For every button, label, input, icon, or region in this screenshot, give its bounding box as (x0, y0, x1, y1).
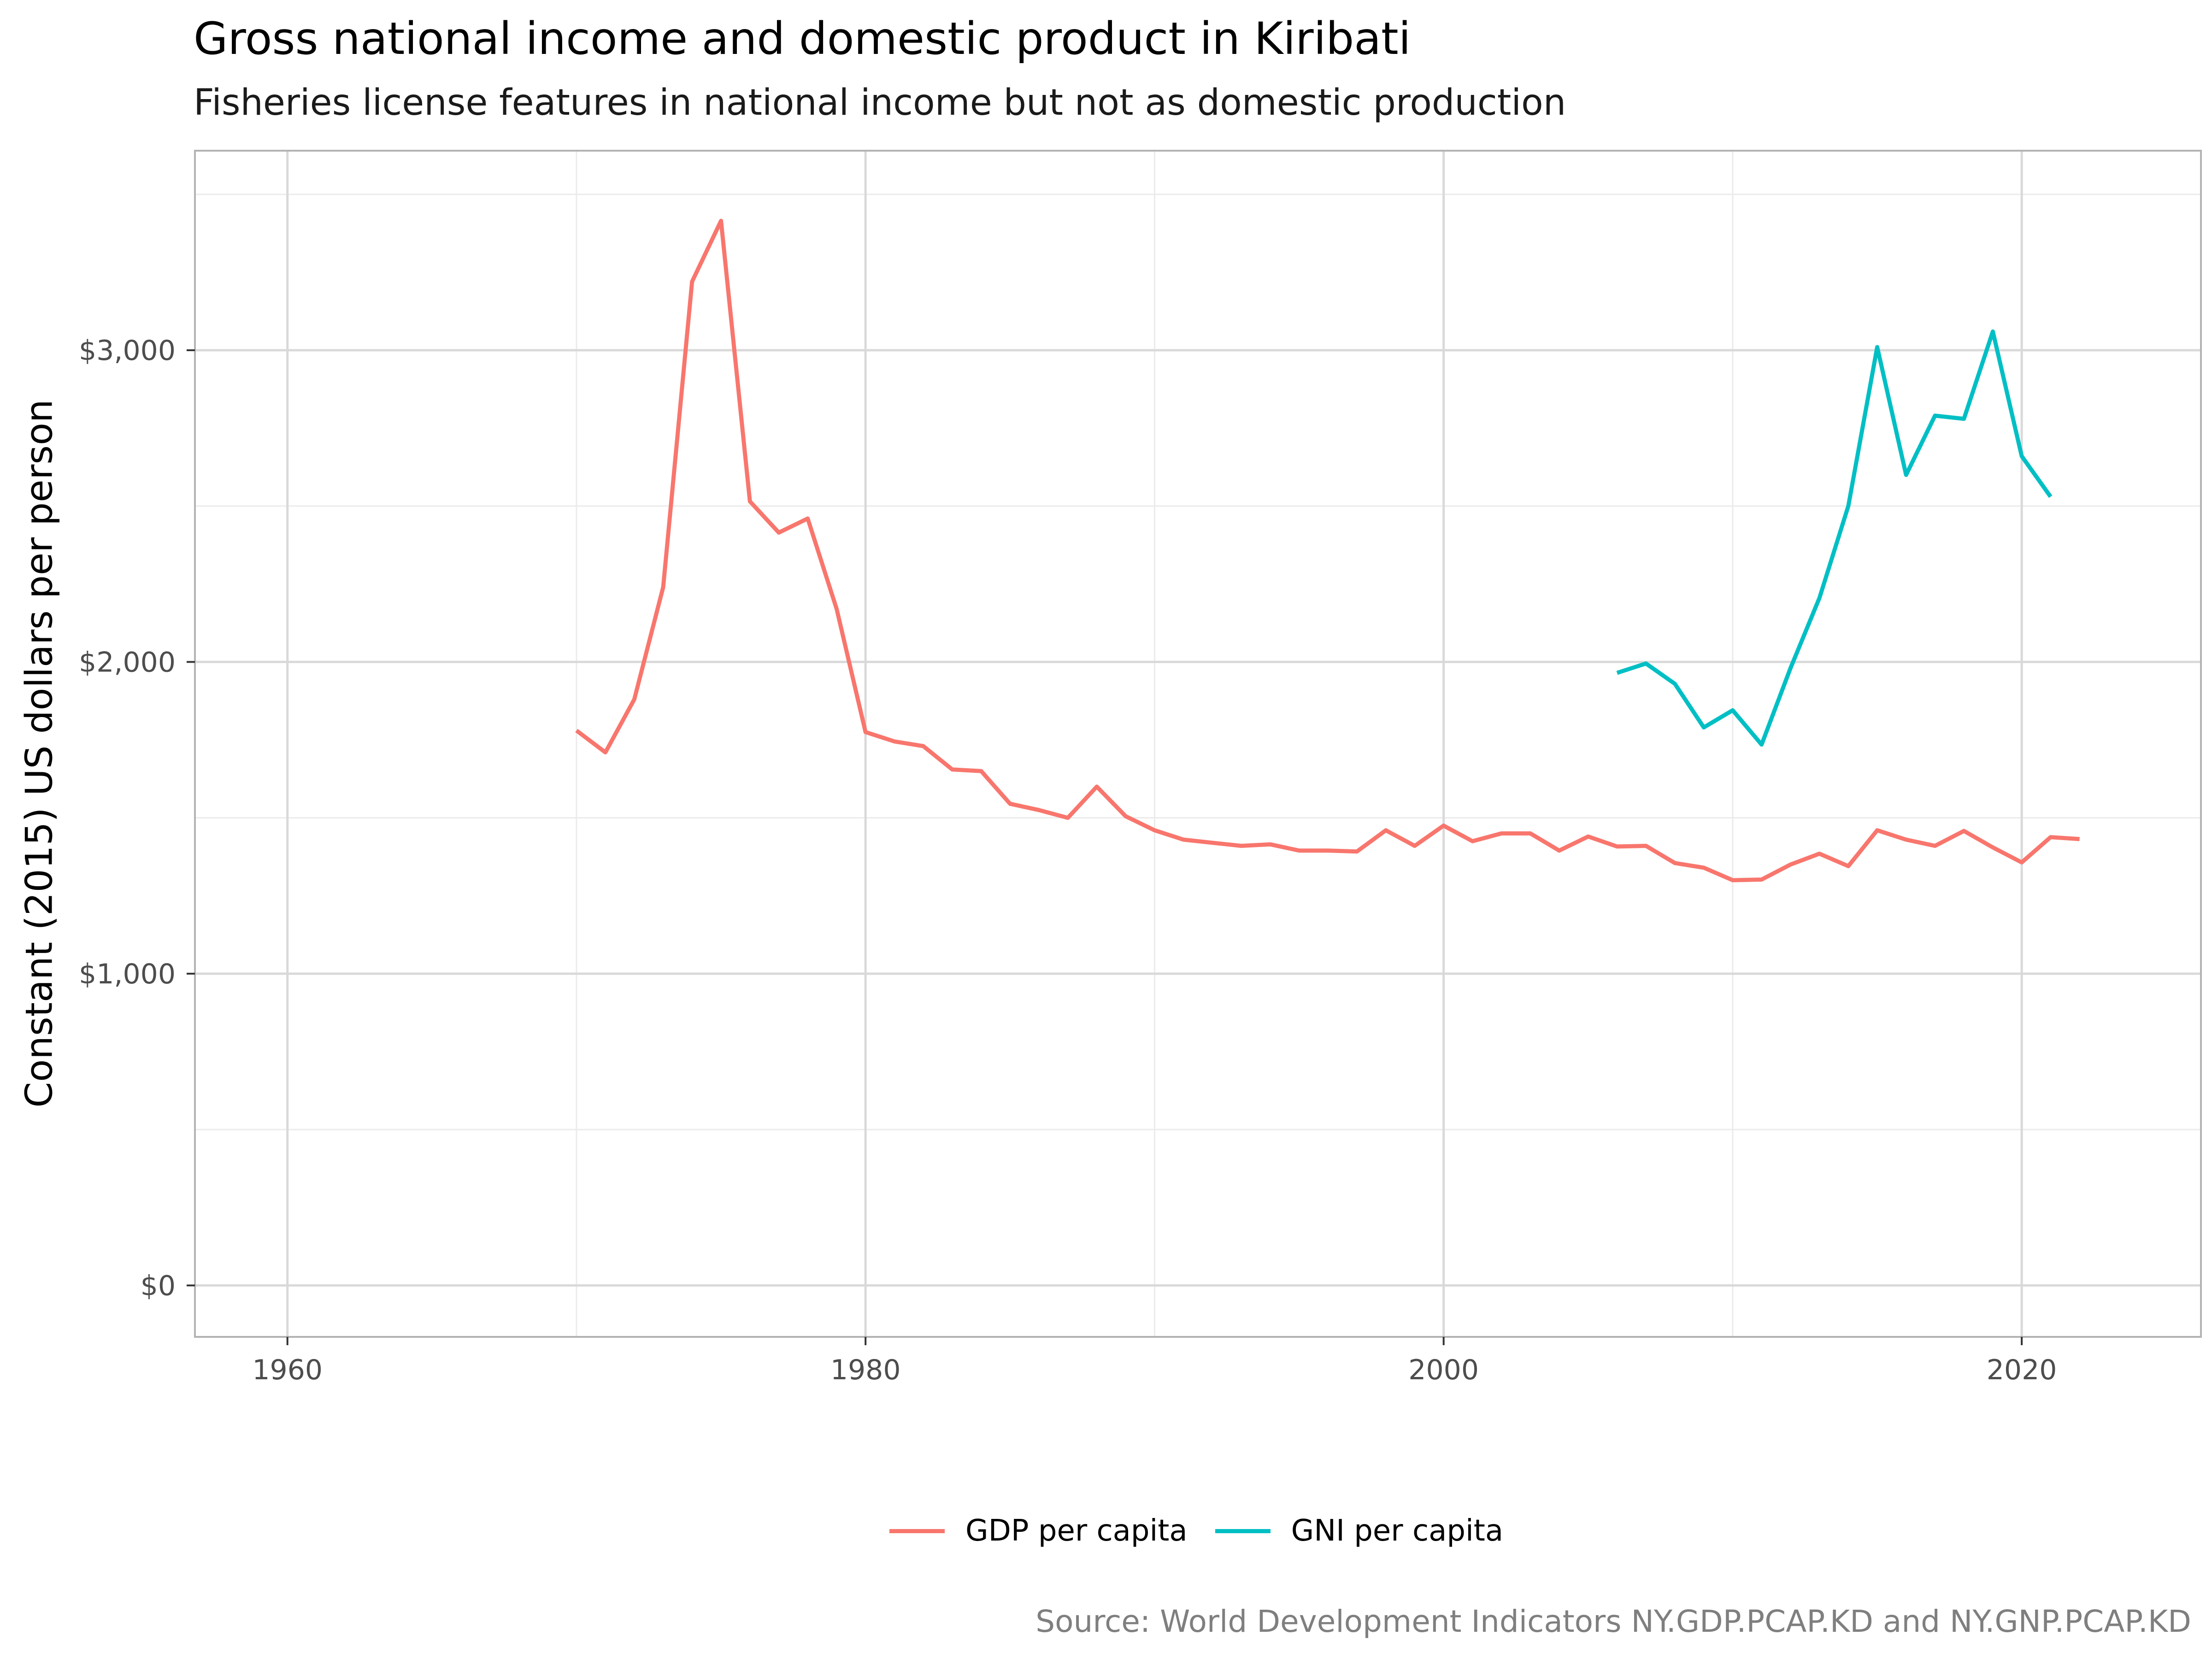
x-tick-label: 2020 (1987, 1354, 2057, 1386)
chart-subtitle: Fisheries license features in national i… (194, 82, 1566, 124)
series-line-gdp (575, 218, 2080, 882)
legend-label-gni: GNI per capita (1291, 1514, 1504, 1548)
plot-border (194, 150, 2202, 1338)
plot-background (195, 151, 2201, 1337)
y-tick-label: $2,000 (79, 646, 176, 678)
x-tick-label: 1980 (830, 1354, 901, 1386)
series-line-gni (1616, 329, 2053, 747)
legend-key-gni (1215, 1529, 1271, 1533)
source-caption: Source: World Development Indicators NY.… (1035, 1604, 2191, 1639)
y-tick-label: $0 (141, 1270, 176, 1302)
legend-key-gdp (889, 1529, 945, 1533)
legend-label-gdp: GDP per capita (965, 1514, 1188, 1548)
legend-item-gni: GNI per capita (1215, 1514, 1503, 1548)
legend-item-gdp: GDP per capita (889, 1514, 1188, 1548)
y-tick-label: $3,000 (79, 335, 176, 367)
legend: GDP per capita GNI per capita (889, 1514, 1531, 1548)
x-tick-label: 1960 (252, 1354, 323, 1386)
chart-title: Gross national income and domestic produ… (194, 13, 1411, 65)
x-tick-label: 2000 (1408, 1354, 1479, 1386)
y-tick-label: $1,000 (79, 958, 176, 990)
